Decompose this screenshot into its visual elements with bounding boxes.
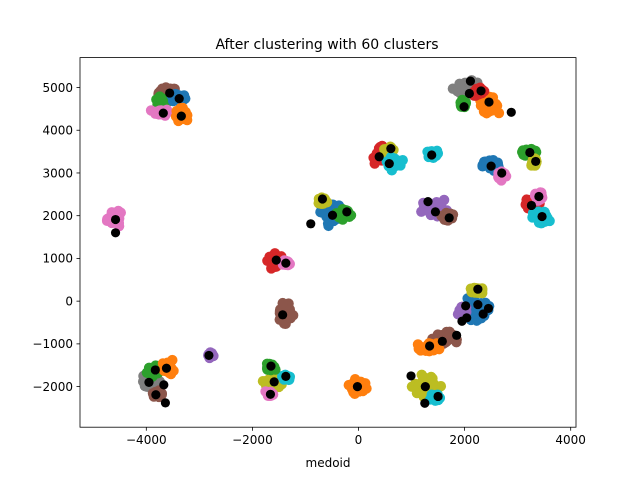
medoid-point (423, 196, 433, 207)
cluster-points (101, 75, 555, 406)
medoid-point (352, 382, 363, 392)
medoid-point (176, 111, 186, 121)
medoid-point (265, 389, 276, 399)
x-axis-label: medoid (306, 456, 351, 470)
medoid-point (531, 156, 541, 167)
medoid-point (159, 380, 169, 390)
medoid-point (476, 86, 486, 96)
medoid-point (144, 377, 154, 387)
medoid-point (506, 107, 516, 117)
medoid-point (281, 258, 291, 268)
medoid-point (306, 219, 316, 229)
cluster-point (317, 207, 328, 218)
medoid-point (437, 336, 447, 346)
chart-title: After clustering with 60 clusters (215, 37, 438, 53)
medoid-point (420, 382, 430, 392)
cluster-point (416, 369, 427, 381)
medoid-point (424, 341, 435, 351)
medoid-point (161, 363, 172, 373)
medoid-point (269, 377, 279, 387)
medoid-point (165, 88, 175, 98)
y-tick-label: 2000 (42, 209, 73, 223)
y-tick-label: −1000 (32, 337, 73, 351)
medoid-point (110, 228, 121, 238)
y-tick-label: 1000 (42, 252, 73, 266)
medoid-point (158, 108, 168, 118)
cluster-point (412, 339, 424, 350)
y-tick-label: 5000 (42, 81, 73, 95)
cluster-point (435, 198, 446, 209)
medoid-point (444, 213, 454, 223)
y-tick-label: 3000 (42, 166, 73, 180)
medoid-point (473, 299, 483, 310)
medoid-point (537, 211, 547, 222)
y-tick-label: 4000 (42, 124, 73, 138)
cluster-point (469, 308, 480, 319)
medoid-point (486, 161, 496, 171)
medoid-point (420, 398, 430, 408)
medoid-point (281, 371, 291, 381)
medoid-point (278, 310, 288, 320)
cluster-point (475, 100, 487, 111)
medoid-point (110, 214, 121, 225)
medoid-point (271, 255, 281, 265)
medoid-point (465, 76, 476, 86)
medoid-point (374, 152, 384, 162)
y-axis: −2000 −1000 0 1000 2000 3000 4000 5000 (32, 81, 80, 394)
medoid-point (430, 207, 441, 217)
medoid-point (464, 88, 474, 99)
medoid-point (526, 200, 537, 211)
medoid-point (452, 330, 462, 340)
medoid-point (150, 365, 160, 375)
medoid-point (457, 316, 467, 326)
medoid-point (317, 194, 328, 204)
medoid-point (174, 94, 184, 104)
medoid-point (151, 390, 161, 400)
x-tick-label: 2000 (449, 433, 480, 447)
medoid-point (497, 168, 507, 178)
medoid-markers (110, 76, 547, 408)
medoid-point (525, 147, 535, 158)
cluster-point (397, 154, 408, 166)
y-tick-label: −2000 (32, 380, 73, 394)
cluster-point (145, 105, 157, 116)
plot-frame (79, 57, 577, 428)
medoid-point (534, 191, 544, 202)
medoid-point (342, 207, 352, 217)
x-tick-label: −4000 (126, 433, 167, 447)
cluster-point (284, 304, 295, 315)
medoid-point (327, 210, 338, 220)
medoid-point (266, 361, 276, 371)
medoid-point (473, 284, 483, 294)
cluster-point (435, 380, 447, 392)
cluster-point (493, 107, 505, 119)
cluster-point (322, 218, 334, 229)
medoid-point (160, 398, 171, 408)
medoid-point (459, 102, 469, 112)
medoid-point (461, 301, 471, 311)
medoid-point (386, 144, 396, 154)
x-tick-label: 0 (355, 433, 363, 447)
cluster-point (155, 93, 167, 104)
y-tick-label: 0 (65, 294, 73, 308)
medoid-point (484, 97, 494, 107)
medoid-point (406, 371, 416, 381)
medoid-point (478, 309, 488, 319)
x-axis: −4000 −2000 0 2000 4000 (126, 427, 586, 447)
medoid-point (433, 391, 443, 402)
x-tick-label: −2000 (232, 433, 273, 447)
medoid-point (204, 350, 214, 361)
cluster-point (285, 312, 296, 324)
cluster-point (277, 297, 288, 309)
medoid-point (427, 150, 437, 160)
medoid-point (384, 158, 394, 169)
x-tick-label: 4000 (555, 433, 586, 447)
